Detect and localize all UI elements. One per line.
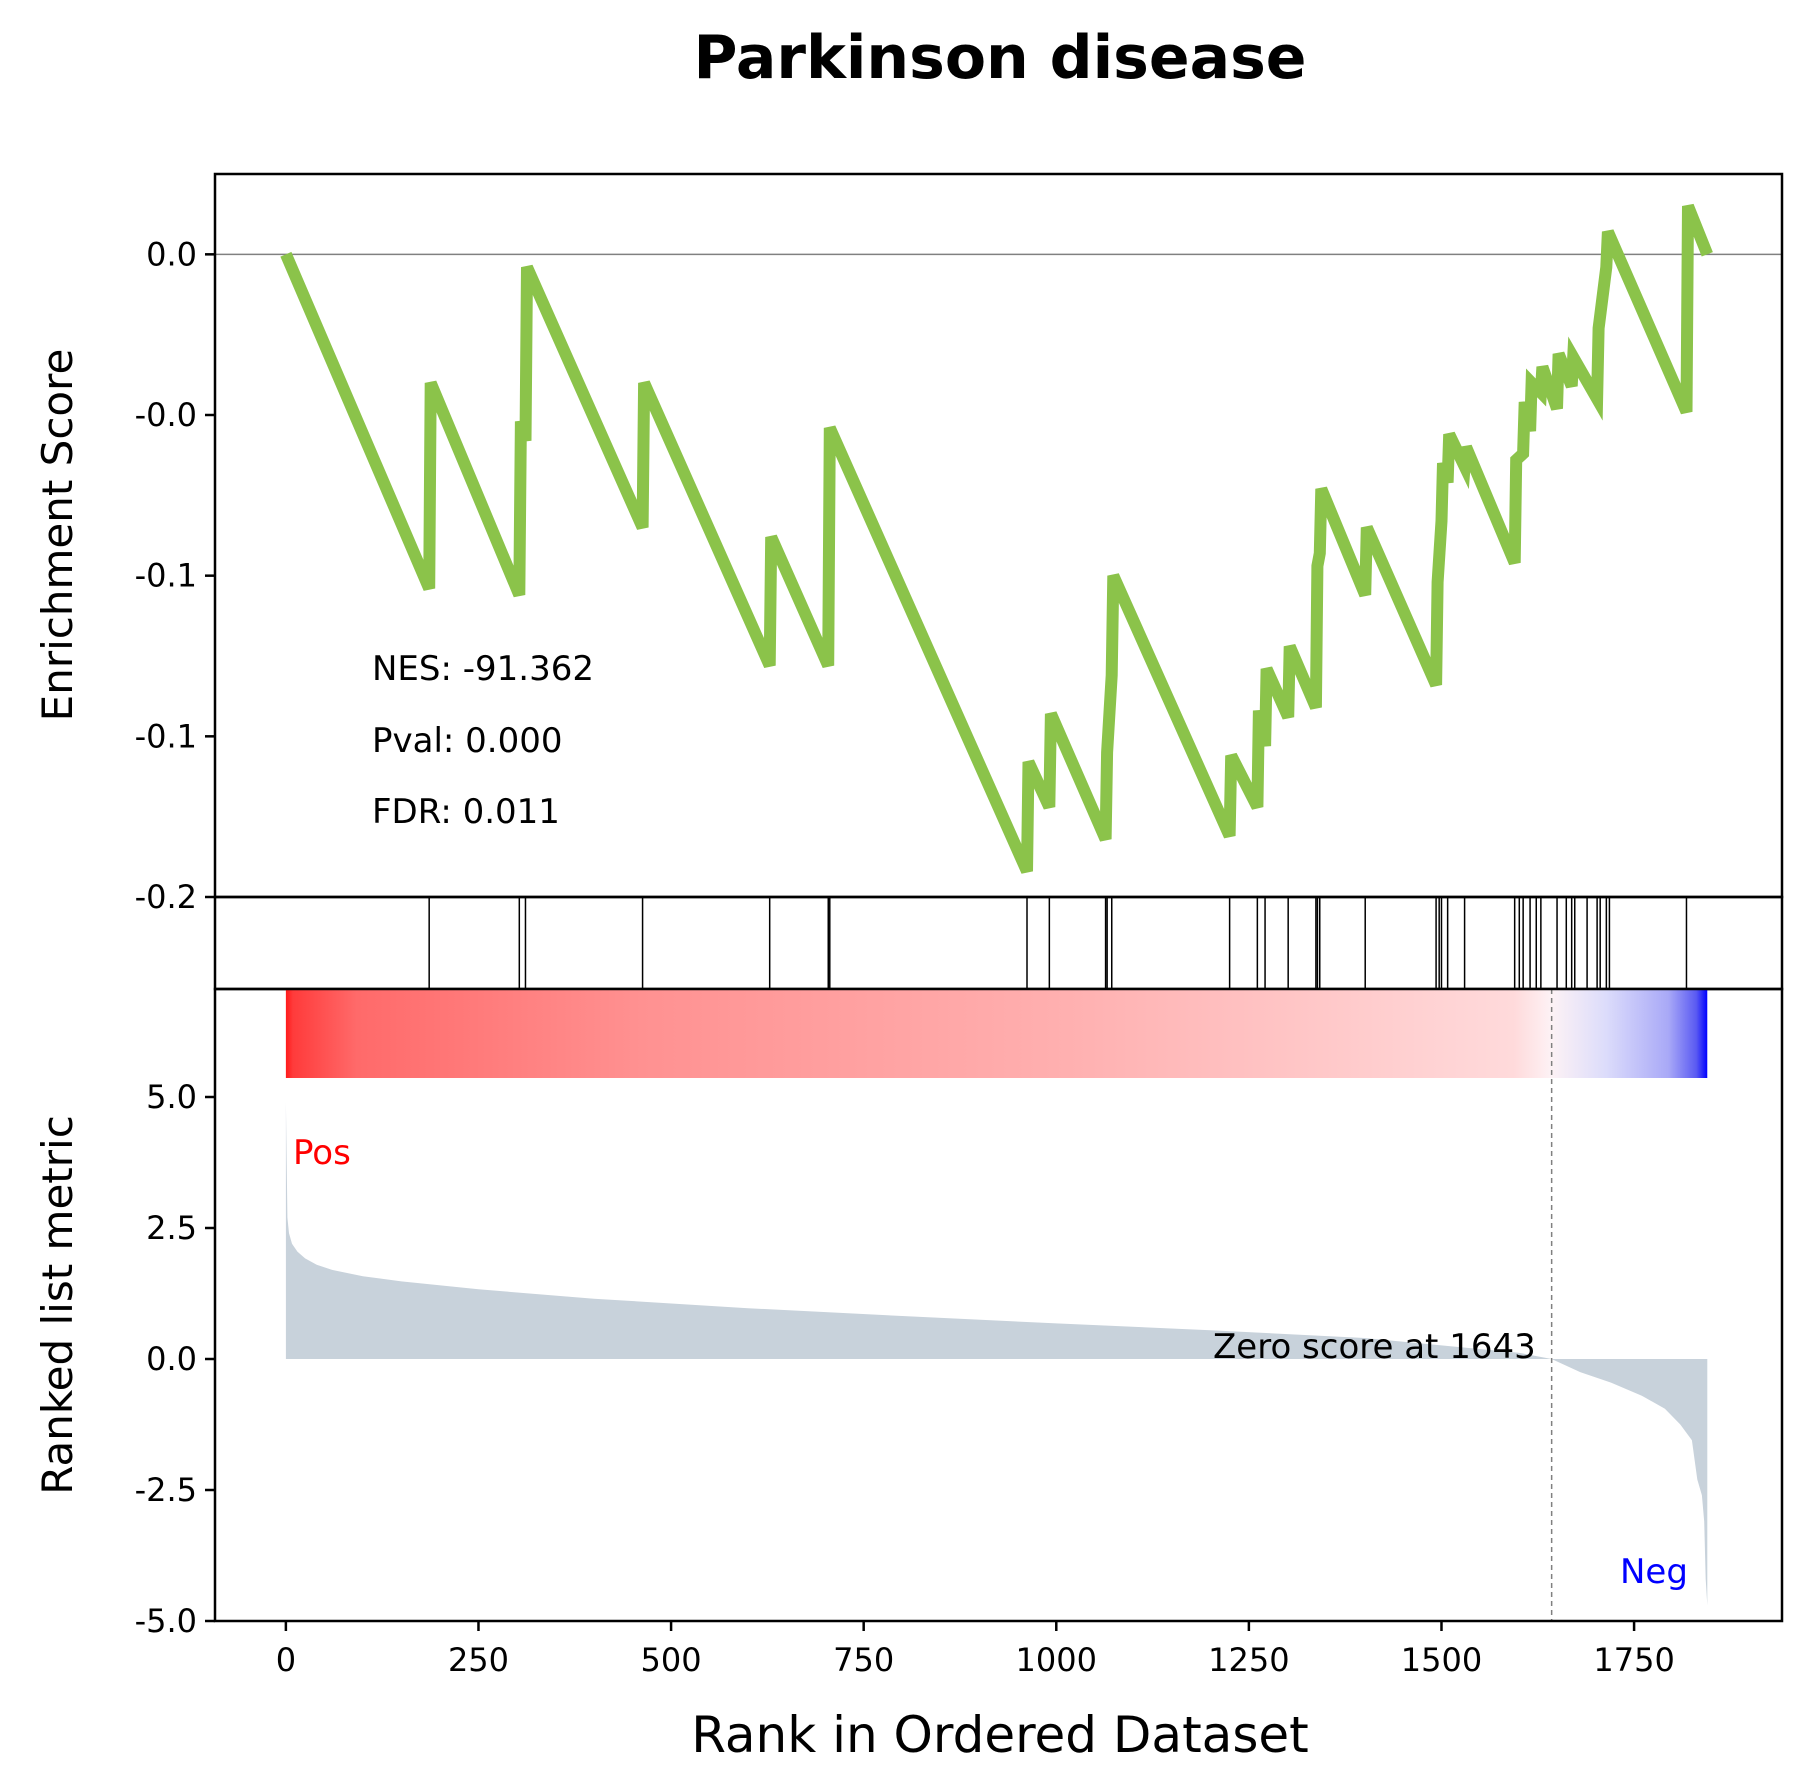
rm-y-tick-label: 5.0 [146, 1078, 197, 1116]
es-y-tick-label: -0.1 [135, 717, 197, 755]
es-y-tick-label: -0.2 [135, 878, 197, 916]
es-y-ticks: 0.0 -0.0 -0.1 -0.1 -0.2 [135, 235, 215, 916]
rank-colorbar [285, 989, 1708, 1078]
x-tick-label: 1750 [1593, 1641, 1674, 1679]
es-y-axis-label: Enrichment Score [33, 349, 82, 722]
enrichment-panel: 0.0 -0.0 -0.1 -0.1 -0.2 NES: -91.362 Pval: 0… [135, 172, 1784, 916]
nes-label: NES: -91.362 [372, 649, 594, 689]
neg-label: Neg [1620, 1552, 1688, 1592]
hits-frame [213, 895, 1784, 991]
pval-label: Pval: 0.000 [372, 721, 563, 761]
x-ticks: 0 250 500 750 1000 1250 1500 1750 [276, 1621, 1675, 1679]
es-y-tick-label: 0.0 [146, 235, 197, 273]
x-tick-label: 1000 [1016, 1641, 1097, 1679]
rm-y-tick-label: -2.5 [135, 1471, 197, 1509]
x-axis-label: Rank in Ordered Dataset [691, 1706, 1308, 1764]
es-y-tick-label: -0.0 [135, 396, 197, 434]
rm-frame [213, 987, 1784, 1623]
x-tick-label: 0 [276, 1641, 296, 1679]
fdr-label: FDR: 0.011 [372, 792, 560, 832]
x-tick-label: 1500 [1401, 1641, 1482, 1679]
x-tick-label: 500 [641, 1641, 702, 1679]
ranked-metric-panel: 5.0 2.5 0.0 -2.5 -5.0 Zero score at 1643 Pos… [135, 987, 1784, 1640]
rm-y-axis-label: Ranked list metric [33, 1115, 82, 1495]
zero-score-label: Zero score at 1643 [1213, 1327, 1536, 1367]
ranked-metric-area [285, 1102, 1708, 1606]
enrichment-score-line [280, 203, 1713, 874]
x-tick-label: 250 [448, 1641, 509, 1679]
rm-y-tick-label: -5.0 [135, 1602, 197, 1640]
rm-y-ticks: 5.0 2.5 0.0 -2.5 -5.0 [135, 1078, 215, 1640]
x-tick-label: 750 [833, 1641, 894, 1679]
x-tick-label: 1250 [1208, 1641, 1289, 1679]
chart-title: Parkinson disease [694, 23, 1307, 93]
rm-y-tick-label: 2.5 [146, 1209, 197, 1247]
es-y-tick-label: -0.1 [135, 557, 197, 595]
hit-markers [428, 897, 1688, 989]
hits-panel [213, 895, 1784, 991]
rm-y-tick-label: 0.0 [146, 1340, 197, 1378]
es-frame [213, 172, 1784, 899]
pos-label: Pos [293, 1133, 351, 1173]
